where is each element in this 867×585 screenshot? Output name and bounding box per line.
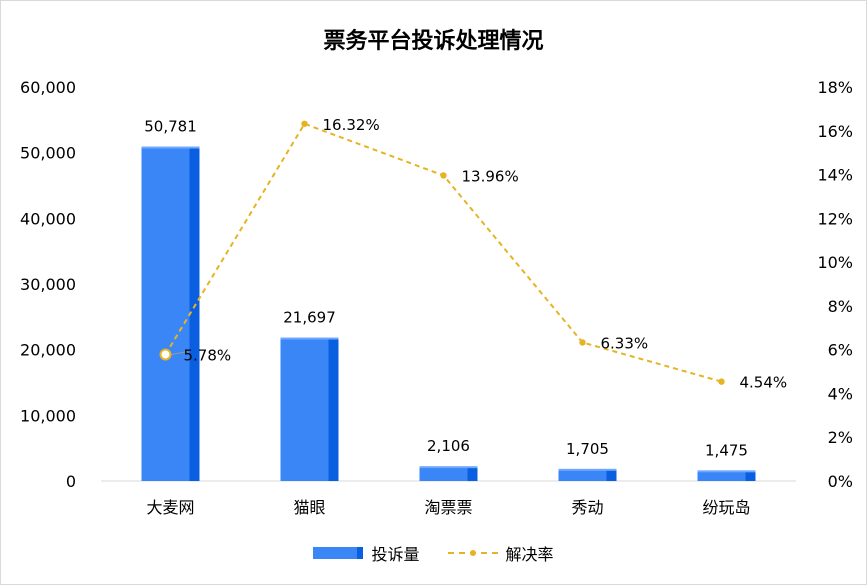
legend-label-bars: 投诉量 [371,545,420,564]
y-right-tick-label: 16% [817,122,853,141]
bar-data-label: 21,697 [283,309,336,327]
bar-5 [697,471,746,481]
bar-side-5 [745,471,756,481]
bar-4 [558,469,607,481]
line-data-label: 4.54% [740,374,788,392]
bar-top-1 [141,146,200,149]
line-point-3 [440,172,447,179]
line-point-2 [301,120,308,127]
bar-data-label: 2,106 [427,437,470,455]
bar-top-4 [558,468,617,471]
y-right-tick-label: 2% [828,428,853,447]
bar-1 [141,147,190,482]
x-category-label: 纷玩岛 [702,498,750,517]
x-category-label: 秀动 [571,498,603,517]
line-data-label: 13.96% [462,167,519,185]
y-right-tick-label: 6% [828,341,853,360]
y-left-tick-label: 50,000 [20,144,76,163]
y-right-tick-label: 4% [828,384,853,403]
bar-top-3 [419,466,478,469]
y-left-tick-label: 30,000 [20,275,76,294]
y-left-tick-label: 60,000 [20,78,76,97]
bar-data-label: 1,705 [566,440,609,458]
bar-data-label: 1,475 [705,441,748,459]
line-point-4 [579,339,586,346]
x-category-label: 大麦网 [146,498,194,517]
y-right-tick-label: 12% [817,209,853,228]
bar-data-label: 50,781 [144,118,197,136]
line-point-1 [159,348,172,361]
y-left-tick-label: 10,000 [20,406,76,425]
x-category-label: 淘票票 [424,498,472,517]
legend-item-bars: 投诉量 [313,541,420,565]
x-category-label: 猫眼 [293,498,325,517]
y-left-tick-label: 0 [66,472,76,491]
line-data-label: 5.78% [184,346,232,364]
leader-line [171,350,188,355]
bar-side-2 [328,338,339,481]
line-data-label: 16.32% [323,116,380,134]
chart-title: 票务平台投诉处理情况 [323,29,544,54]
y-right-tick-label: 14% [817,166,853,185]
legend-label-line: 解决率 [505,545,554,564]
y-right-tick-label: 10% [817,253,853,272]
line-data-label: 6.33% [601,334,649,352]
bar-side-1 [189,147,200,482]
bar-3 [419,467,468,481]
bar-side-3 [467,467,478,481]
legend-swatch-line [447,547,498,559]
legend-item-line: 解决率 [447,541,554,565]
y-left-tick-label: 20,000 [20,341,76,360]
bar-top-5 [697,470,756,473]
y-right-tick-label: 8% [828,297,853,316]
bar-2 [280,338,329,481]
bar-top-2 [280,337,339,340]
line-point-5 [718,378,725,385]
y-left-tick-label: 40,000 [20,209,76,228]
y-right-tick-label: 18% [817,78,853,97]
legend-swatch-bar [313,547,364,559]
legend: 投诉量 解决率 [1,541,866,565]
bar-side-4 [606,469,617,481]
y-right-tick-label: 0% [828,472,853,491]
